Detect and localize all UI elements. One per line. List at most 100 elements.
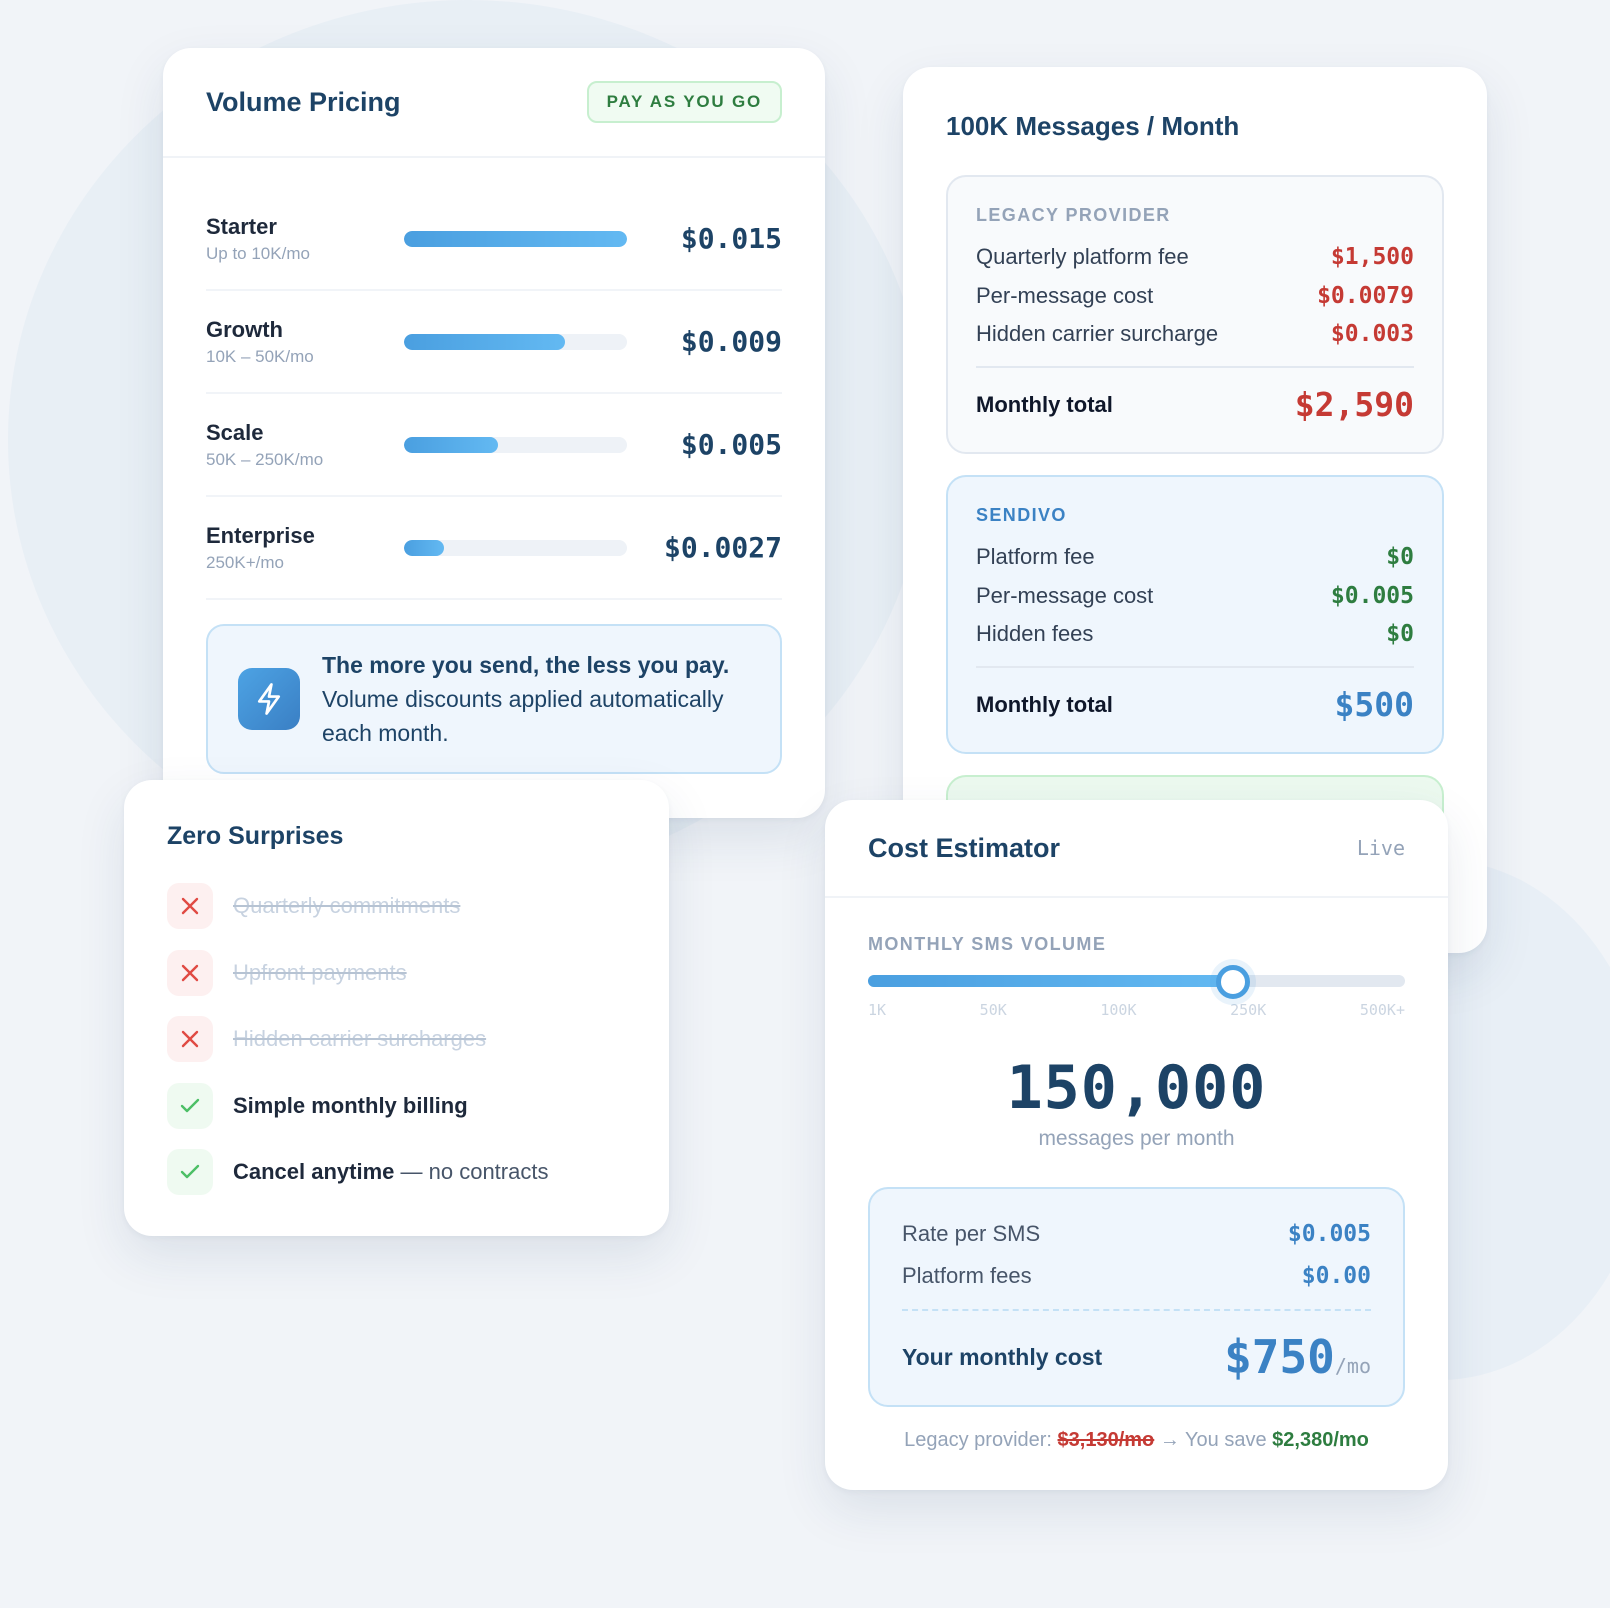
volume-value: 150,000 (1006, 1053, 1267, 1123)
card-title: 100K Messages / Month (946, 111, 1240, 141)
legacy-provider-box: LEGACY PROVIDER Quarterly platform fee $… (946, 175, 1444, 454)
savings-mid: → You save (1154, 1429, 1273, 1451)
sendivo-box: SENDIVO Platform fee $0 Per-message cost… (946, 475, 1444, 754)
volume-label: MONTHLY SMS VOLUME (868, 934, 1107, 954)
x-icon (167, 883, 213, 930)
list-item: Quarterly commitments (167, 873, 626, 940)
tier-name: Scale (206, 419, 264, 445)
volume-pricing-card: Volume Pricing PAY AS YOU GO Starter Up … (163, 48, 825, 818)
pay-as-you-go-badge: PAY AS YOU GO (586, 81, 782, 123)
check-icon (167, 1149, 213, 1196)
item-text: Hidden carrier surcharges (233, 1026, 487, 1052)
card-header: Volume Pricing PAY AS YOU GO (163, 48, 825, 158)
card-title: Volume Pricing (206, 86, 401, 117)
total-value: $500 (1334, 685, 1414, 724)
total-value: $2,590 (1294, 385, 1414, 424)
total-label: Your monthly cost (902, 1343, 1103, 1370)
cost-estimator-card: Cost Estimator Live MONTHLY SMS VOLUME 1… (825, 800, 1448, 1490)
tier-bar-fill (404, 230, 627, 247)
cost-row: Hidden carrier surcharge $0.003 (976, 315, 1414, 354)
tier-bar-fill (404, 436, 498, 453)
total-label: Monthly total (976, 691, 1113, 717)
tier-list: Starter Up to 10K/mo $0.015 Growth 10K –… (163, 158, 825, 600)
cost-row: Per-message cost $0.0079 (976, 277, 1414, 316)
card-title: Zero Surprises (167, 822, 344, 850)
cost-value: $0.005 (1330, 582, 1414, 609)
list-item: Cancel anytime — no contracts (167, 1139, 626, 1206)
tier-name: Enterprise (206, 522, 315, 548)
tier-bar (404, 539, 627, 556)
monthly-cost-row: Your monthly cost $750/mo (902, 1311, 1371, 1403)
fees-label: Platform fees (902, 1263, 1032, 1288)
tier-price: $0.005 (680, 428, 782, 461)
tier-range: 10K – 50K/mo (206, 346, 314, 366)
card-header: Cost Estimator Live (825, 800, 1448, 898)
tip-headline: The more you send, the less you pay. (322, 652, 730, 678)
tier-bar-fill (404, 333, 565, 350)
monthly-total-row: Monthly total $2,590 (976, 365, 1414, 442)
total-label: Monthly total (976, 391, 1113, 417)
estimate-summary: Rate per SMS $0.005 Platform fees $0.00 … (868, 1187, 1405, 1407)
tier-range: 50K – 250K/mo (206, 449, 324, 469)
zero-surprises-card: Zero Surprises Quarterly commitments Upf… (124, 780, 669, 1236)
cost-value: $0 (1386, 621, 1414, 648)
volume-slider[interactable] (868, 965, 1405, 999)
item-text: Quarterly commitments (233, 893, 461, 919)
tier-row-enterprise: Enterprise 250K+/mo $0.0027 (206, 497, 782, 600)
tip-body: Volume discounts applied automatically e… (322, 686, 724, 746)
provider-label: LEGACY PROVIDER (976, 205, 1171, 225)
tick-label: 1K (868, 1001, 887, 1019)
list-item: Simple monthly billing (167, 1073, 626, 1140)
item-text: Upfront payments (233, 959, 407, 985)
slider-fill (868, 975, 1234, 987)
tick-label: 100K (1100, 1001, 1137, 1019)
tier-range: Up to 10K/mo (206, 243, 310, 263)
divider (902, 1309, 1371, 1311)
volume-discount-tip: The more you send, the less you pay. Vol… (206, 624, 782, 774)
fees-row: Platform fees $0.00 (902, 1255, 1371, 1297)
cost-row: Platform fee $0 (976, 538, 1414, 577)
tier-name: Growth (206, 316, 283, 342)
monthly-total-row: Monthly total $500 (976, 665, 1414, 742)
cost-row: Quarterly platform fee $1,500 (976, 238, 1414, 277)
tier-row-growth: Growth 10K – 50K/mo $0.009 (206, 291, 782, 394)
cost-value: $0.0079 (1317, 282, 1414, 309)
legacy-price: $3,130/mo (1057, 1429, 1155, 1451)
tier-bar (404, 436, 627, 453)
tier-name: Starter (206, 213, 277, 239)
cost-value: $1,500 (1330, 244, 1414, 271)
list-item: Upfront payments (167, 940, 626, 1007)
check-icon (167, 1082, 213, 1129)
cost-label: Quarterly platform fee (976, 244, 1189, 270)
cost-label: Per-message cost (976, 282, 1154, 308)
tick-label: 250K (1230, 1001, 1267, 1019)
rate-label: Rate per SMS (902, 1221, 1041, 1246)
tier-bar (404, 230, 627, 247)
cost-label: Platform fee (976, 544, 1095, 570)
x-icon (167, 1016, 213, 1063)
cost-row: Per-message cost $0.005 (976, 577, 1414, 616)
slider-ticks: 1K 50K 100K 250K 500K+ (868, 1001, 1405, 1019)
rate-value: $0.005 (1287, 1221, 1371, 1247)
item-text: Simple monthly billing (233, 1092, 468, 1118)
cost-row: Hidden fees $0 (976, 615, 1414, 654)
tier-price: $0.015 (680, 222, 782, 255)
rate-row: Rate per SMS $0.005 (902, 1213, 1371, 1255)
tick-label: 50K (979, 1001, 1007, 1019)
x-icon (167, 949, 213, 996)
tier-row-starter: Starter Up to 10K/mo $0.015 (206, 188, 782, 291)
list-item: Hidden carrier surcharges (167, 1006, 626, 1073)
item-suffix: — no contracts (394, 1159, 549, 1185)
volume-unit: messages per month (1038, 1127, 1235, 1150)
total-value: $750 (1224, 1330, 1335, 1384)
savings-prefix: Legacy provider: (904, 1429, 1058, 1451)
tier-row-scale: Scale 50K – 250K/mo $0.005 (206, 394, 782, 497)
cost-value: $0 (1386, 544, 1414, 571)
fees-value: $0.00 (1301, 1263, 1371, 1289)
live-status: Live (1356, 836, 1405, 860)
cost-label: Per-message cost (976, 582, 1154, 608)
savings-amount: $2,380/mo (1272, 1429, 1369, 1451)
slider-thumb[interactable] (1216, 965, 1251, 999)
cost-value: $0.003 (1330, 321, 1414, 348)
tier-bar (404, 333, 627, 350)
